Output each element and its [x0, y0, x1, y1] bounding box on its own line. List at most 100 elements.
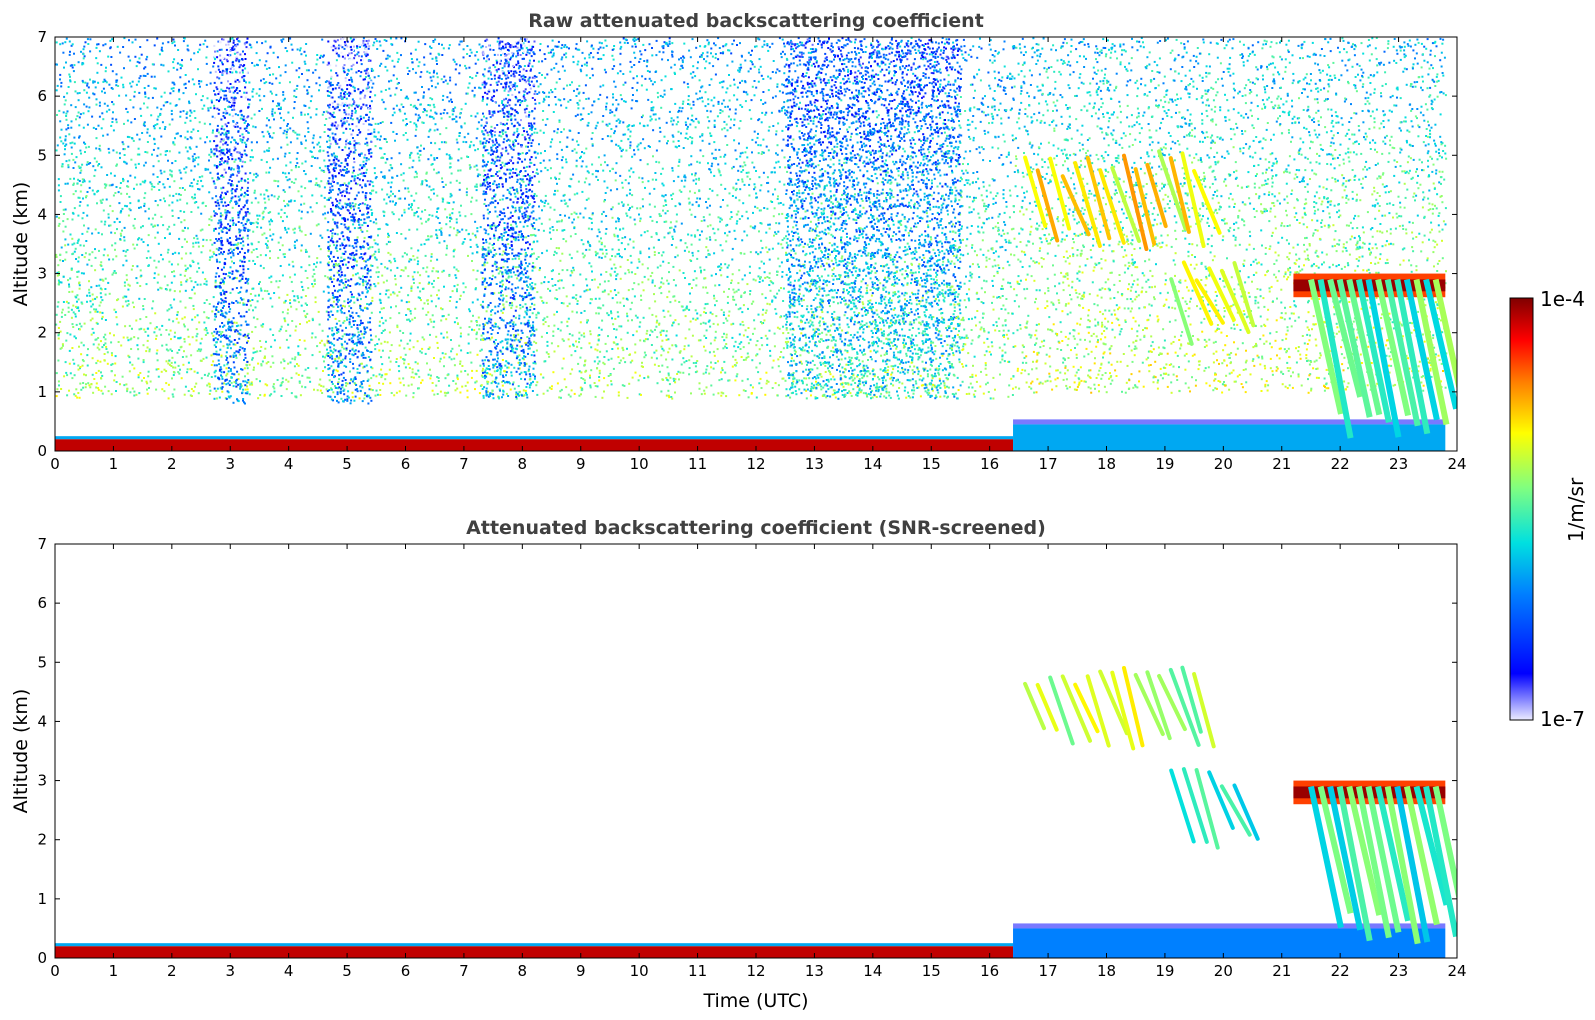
noise-speck — [311, 194, 313, 196]
noise-speck — [627, 243, 629, 245]
noise-speck — [213, 90, 215, 92]
noise-speck — [99, 116, 101, 118]
noise-speck — [324, 356, 326, 358]
noise-speck — [321, 39, 323, 41]
noise-speck — [291, 44, 293, 46]
noise-speck — [958, 389, 960, 391]
noise-speck — [67, 110, 69, 112]
noise-speck — [686, 133, 688, 135]
noise-speck — [976, 254, 978, 256]
heatmap-feature-surface_layer — [55, 436, 1013, 451]
noise-speck — [801, 363, 803, 365]
noise-speck — [189, 343, 191, 345]
noise-speck — [614, 289, 616, 291]
noise-speck — [757, 144, 759, 146]
noise-speck — [941, 41, 943, 43]
noise-speck — [160, 170, 162, 172]
noise-speck — [682, 107, 684, 109]
noise-speck — [132, 81, 134, 83]
noise-speck — [576, 251, 578, 253]
noise-speck — [630, 141, 632, 143]
noise-speck — [908, 202, 910, 204]
noise-speck — [303, 170, 305, 172]
noise-speck — [59, 223, 61, 225]
noise-speck — [326, 141, 328, 143]
noise-speck — [954, 240, 956, 242]
noise-speck — [338, 202, 340, 204]
noise-speck — [972, 263, 974, 265]
noise-speck — [441, 117, 443, 119]
noise-speck — [535, 314, 537, 316]
noise-speck — [488, 152, 490, 154]
noise-speck — [606, 103, 608, 105]
noise-speck — [178, 365, 180, 367]
noise-speck — [983, 203, 985, 205]
noise-speck — [644, 187, 646, 189]
noise-speck — [646, 89, 648, 91]
noise-speck — [739, 188, 741, 190]
noise-speck — [841, 255, 843, 257]
noise-speck — [390, 164, 392, 166]
noise-speck — [270, 219, 272, 221]
noise-speck — [334, 358, 336, 360]
noise-speck — [464, 65, 466, 67]
noise-speck — [615, 227, 617, 229]
noise-speck — [426, 114, 428, 116]
noise-speck — [194, 194, 196, 196]
noise-speck — [947, 259, 949, 261]
noise-speck — [147, 393, 149, 395]
noise-speck — [962, 254, 964, 256]
noise-speck — [766, 303, 768, 305]
noise-speck — [703, 58, 705, 60]
noise-speck — [312, 276, 314, 278]
noise-speck — [737, 179, 739, 181]
noise-speck — [600, 86, 602, 88]
noise-speck — [971, 376, 973, 378]
noise-speck — [448, 154, 450, 156]
noise-speck — [529, 60, 531, 62]
noise-speck — [455, 116, 457, 118]
noise-speck — [504, 365, 506, 367]
noise-speck — [995, 195, 997, 197]
noise-speck — [93, 175, 95, 177]
noise-speck — [847, 215, 849, 217]
noise-speck — [755, 367, 757, 369]
noise-speck — [987, 250, 989, 252]
noise-speck — [436, 376, 438, 378]
noise-speck — [68, 390, 70, 392]
noise-speck — [100, 261, 102, 263]
noise-speck — [406, 123, 408, 125]
noise-speck — [725, 135, 727, 137]
noise-speck — [379, 321, 381, 323]
noise-speck — [986, 196, 988, 198]
noise-speck — [378, 131, 380, 133]
noise-speck — [416, 176, 418, 178]
noise-speck — [256, 215, 258, 217]
noise-speck — [400, 233, 402, 235]
noise-speck — [953, 313, 955, 315]
noise-speck — [578, 181, 580, 183]
noise-speck — [209, 250, 211, 252]
noise-speck — [189, 277, 191, 279]
noise-speck — [624, 361, 626, 363]
noise-speck — [784, 109, 786, 111]
noise-speck — [96, 161, 98, 163]
noise-speck — [604, 40, 606, 42]
noise-speck — [665, 377, 667, 379]
noise-speck — [430, 375, 432, 377]
noise-speck — [192, 336, 194, 338]
noise-speck — [282, 274, 284, 276]
noise-speck — [709, 132, 711, 134]
noise-speck — [373, 221, 375, 223]
noise-speck — [566, 161, 568, 163]
noise-speck — [709, 84, 711, 86]
noise-speck — [570, 373, 572, 375]
noise-speck — [729, 192, 731, 194]
noise-speck — [1002, 295, 1004, 297]
noise-speck — [963, 337, 965, 339]
noise-speck — [282, 377, 284, 379]
noise-speck — [445, 377, 447, 379]
noise-speck — [66, 38, 68, 40]
noise-speck — [805, 336, 807, 338]
noise-speck — [668, 374, 670, 376]
